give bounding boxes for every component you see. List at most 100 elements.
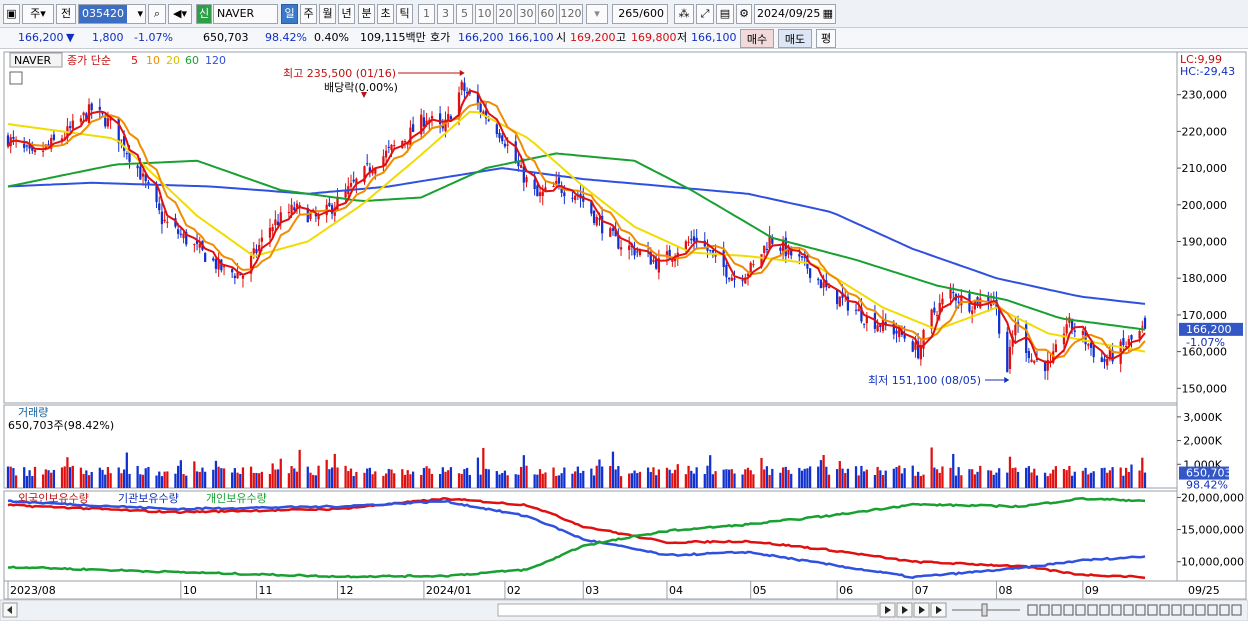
gear-icon[interactable]: ⚙ [736, 4, 752, 24]
eval-button[interactable]: 평 [816, 29, 836, 48]
candle-body [657, 258, 661, 273]
period-minute[interactable]: 분 [358, 4, 375, 24]
candle-body [158, 203, 161, 211]
candle-body [752, 264, 755, 266]
interval-120[interactable]: 120 [559, 4, 583, 24]
period-day[interactable]: 일 [281, 4, 298, 24]
chevron-down-icon[interactable]: ▾ [137, 7, 143, 20]
candle-body [895, 330, 898, 334]
candle-body [425, 120, 428, 124]
candle-body [390, 144, 393, 151]
indicator-icon[interactable]: ⁂ [674, 4, 694, 24]
volume-bar [822, 455, 825, 488]
period-week[interactable]: 주 [300, 4, 317, 24]
volume-bar [841, 468, 844, 488]
volume-bar [406, 470, 409, 488]
interval-30[interactable]: 30 [517, 4, 536, 24]
volume-bar [727, 469, 731, 488]
zoom-icon[interactable]: ⤢ [696, 4, 714, 24]
volume-bar [179, 460, 182, 488]
volume-bar [14, 475, 18, 488]
legend-ma5: 5 [131, 54, 138, 67]
volume-bar [66, 457, 69, 488]
volume-tick-label: 3,000K [1183, 411, 1222, 424]
volume-bar [41, 474, 45, 488]
lock-icon [1123, 604, 1134, 616]
candle-body [298, 205, 301, 207]
interval-60[interactable]: 60 [538, 4, 557, 24]
volume-bar [1008, 456, 1012, 488]
candle-body [384, 150, 388, 158]
interval-3[interactable]: 3 [437, 4, 454, 24]
candle-body [163, 219, 166, 222]
buy-button[interactable]: 매수 [740, 29, 774, 48]
candle-body [617, 235, 620, 249]
table-icon[interactable] [9, 71, 23, 85]
candle-body [484, 110, 488, 119]
candle-body [239, 274, 242, 276]
volume-bar [954, 475, 958, 488]
save-icon[interactable]: ▤ [716, 4, 734, 24]
interval-10[interactable]: 10 [475, 4, 494, 24]
count-field[interactable]: 265/600 [612, 4, 668, 24]
volume-bar [941, 466, 944, 488]
scroll-thumb [497, 603, 879, 617]
candle-body [706, 246, 709, 251]
volume-bar [652, 467, 655, 488]
price-tick-label: 160,000 [1182, 346, 1228, 359]
candle-body [1106, 358, 1109, 366]
volume-bar [317, 465, 320, 488]
candle-body [800, 256, 804, 258]
candle-body [12, 136, 15, 139]
period-second[interactable]: 초 [377, 4, 394, 24]
volume-bar [384, 473, 388, 488]
volume-bar [1092, 471, 1095, 488]
candle-body [374, 169, 377, 174]
search-icon[interactable]: ⌕ [148, 4, 166, 24]
candle-body [730, 277, 733, 281]
volume-bar [468, 474, 471, 488]
candle-body [368, 167, 372, 173]
interval-20[interactable]: 20 [496, 4, 515, 24]
zoom-slider-thumb [981, 603, 988, 617]
market-select[interactable]: 주 ▾ [22, 4, 54, 24]
stock-name[interactable]: NAVER [213, 4, 278, 24]
volume-bar [1119, 467, 1122, 488]
stock-chart[interactable]: 150,000 160,000 170,000 180,000 190,000 200,0… [0, 50, 1248, 621]
period-month[interactable]: 월 [319, 4, 336, 24]
date-input[interactable]: 2024/09/25 ▦ [754, 4, 836, 24]
candle-body [506, 144, 509, 146]
volume-bar [344, 465, 347, 488]
sell-button[interactable]: 매도 [778, 29, 812, 48]
interval-dropdown[interactable]: ▾ [586, 4, 608, 24]
speaker-icon[interactable]: ◀▾ [168, 4, 192, 24]
calendar-icon[interactable]: ▦ [822, 7, 833, 20]
holdings-panel: 외국인보유수량 기관보유수량 개인보유수량 10,000,00015,000,0… [7, 491, 1244, 580]
volume-bar [174, 473, 177, 488]
candle-body [166, 221, 169, 223]
candle-body [1043, 360, 1047, 372]
candle-body [106, 118, 110, 127]
period-tick[interactable]: 틱 [396, 4, 413, 24]
volume-bar [684, 474, 688, 488]
volume-bar [687, 465, 690, 488]
candle-body [463, 82, 466, 92]
volume-bar [217, 466, 220, 488]
candle-body [352, 179, 355, 182]
volume-bar [733, 473, 736, 488]
window-icon[interactable]: ▣ [3, 4, 20, 24]
period-prefix[interactable]: 전 [56, 4, 76, 24]
interval-5[interactable]: 5 [456, 4, 473, 24]
volume-bar [803, 468, 806, 488]
code-input[interactable]: 035420 ▾ [78, 4, 146, 24]
volume-bar [498, 474, 501, 488]
ma120-line [7, 167, 1146, 305]
candle-body [808, 268, 812, 278]
candle-body [619, 247, 623, 250]
high-marker-arrow [459, 70, 465, 76]
candle-body [1006, 331, 1009, 373]
period-year[interactable]: 년 [338, 4, 355, 24]
volume-bar [522, 455, 525, 488]
zoom-out-icon [1207, 604, 1218, 616]
interval-1[interactable]: 1 [418, 4, 435, 24]
